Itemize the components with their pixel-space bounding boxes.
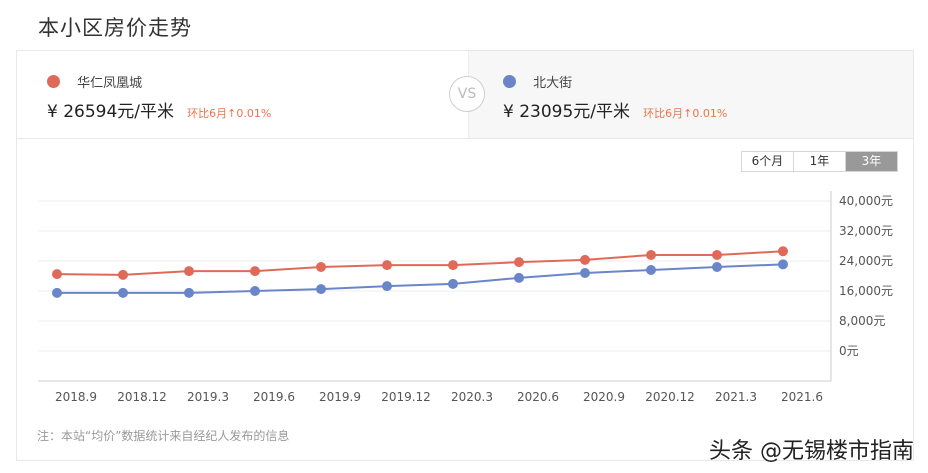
data-point [184, 266, 194, 277]
data-point [52, 269, 62, 280]
month-change: 环比6月↑0.01% [187, 107, 272, 120]
data-point [580, 268, 590, 278]
data-point [382, 281, 392, 292]
data-point [580, 254, 590, 265]
data-point [250, 286, 260, 296]
data-point [316, 284, 326, 295]
data-point [712, 250, 722, 260]
x-tick-label: 2020.3 [451, 390, 493, 404]
data-point [448, 260, 458, 271]
x-tick-label: 2019.3 [187, 390, 229, 404]
data-point [448, 278, 458, 289]
data-point [514, 272, 524, 283]
x-tick-label: 2020.6 [517, 390, 559, 404]
data-point [118, 287, 128, 298]
watermark: 头条 @无锡楼市指南 [709, 439, 914, 464]
vs-badge: VS [449, 76, 485, 112]
data-point [646, 265, 656, 275]
series-line [56, 250, 784, 276]
y-tick-label: 16,000元 [839, 284, 893, 298]
tab-1-year[interactable]: 1年 [793, 152, 845, 171]
y-tick-label: 0元 [839, 344, 859, 358]
x-tick-label: 2021.3 [715, 390, 757, 404]
time-range-tabs: 6个月 1年 3年 [741, 151, 898, 172]
x-tick-label: 2019.9 [319, 390, 361, 404]
x-tick-label: 2020.12 [645, 390, 695, 404]
price-trend-panel: 华仁凤凰城 ¥ 26594元/平米 环比6月↑0.01% VS 北大街 ¥ 23… [16, 50, 914, 461]
x-tick-label: 2019.12 [381, 390, 431, 404]
data-point [52, 287, 62, 298]
community-left: 华仁凤凰城 ¥ 26594元/平米 环比6月↑0.01% [47, 71, 271, 122]
tab-6-months[interactable]: 6个月 [742, 152, 793, 171]
series-color-dot [503, 75, 516, 88]
data-point [250, 266, 260, 277]
x-tick-label: 2018.12 [117, 390, 167, 404]
data-point [712, 262, 722, 272]
y-tick-label: 8,000元 [839, 314, 885, 328]
tab-3-years[interactable]: 3年 [845, 152, 897, 171]
x-tick-label: 2020.9 [583, 390, 625, 404]
comparison-right-background [468, 51, 913, 138]
community-right: 北大街 ¥ 23095元/平米 环比6月↑0.01% [503, 71, 727, 122]
data-point [316, 262, 326, 272]
y-tick-label: 24,000元 [839, 254, 893, 268]
community-price: ¥ 26594元/平米 [47, 102, 175, 122]
community-name: 华仁凤凰城 [77, 76, 143, 91]
x-tick-label: 2021.6 [781, 390, 823, 404]
month-change: 环比6月↑0.01% [643, 107, 728, 120]
data-point [118, 269, 128, 280]
data-point [646, 250, 656, 260]
data-point [778, 246, 788, 257]
data-point [514, 257, 524, 268]
community-name: 北大街 [533, 76, 573, 91]
y-tick-label: 32,000元 [839, 224, 893, 238]
price-line-chart: 0元 8,000元 16,000元 24,000元 32,000元 40,000元 2018… [38, 191, 893, 404]
data-point [778, 259, 788, 270]
x-tick-label: 2019.6 [253, 390, 295, 404]
data-point [382, 260, 392, 271]
series-line [57, 263, 784, 294]
y-tick-label: 40,000元 [839, 194, 893, 208]
series-color-dot [47, 75, 60, 88]
comparison-header: 华仁凤凰城 ¥ 26594元/平米 环比6月↑0.01% VS 北大街 ¥ 23… [17, 51, 913, 139]
data-source-note: 注：本站“均价”数据统计来自经纪人发布的信息 [37, 429, 290, 443]
page-title: 本小区房价走势 [38, 16, 192, 40]
community-price: ¥ 23095元/平米 [503, 102, 631, 122]
x-tick-label: 2018.9 [55, 390, 97, 404]
data-point [184, 287, 194, 298]
